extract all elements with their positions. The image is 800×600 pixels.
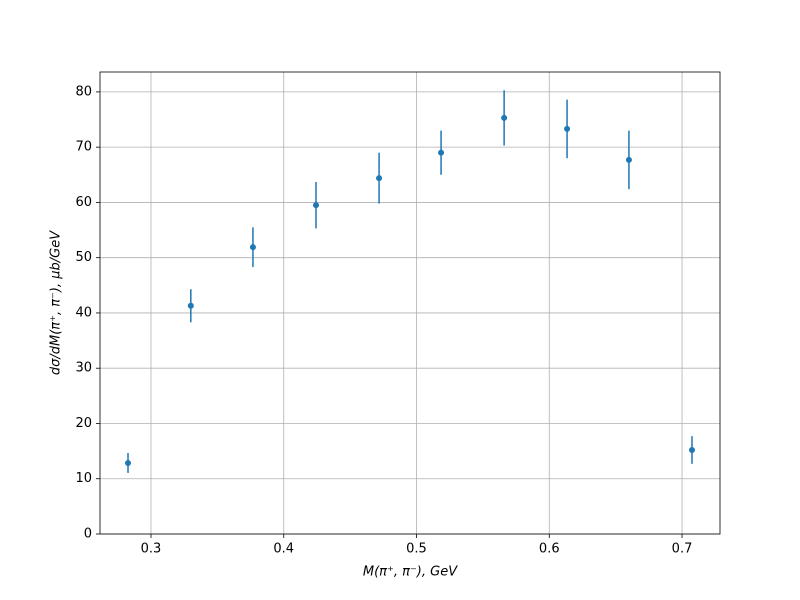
y-tick-label: 20 <box>75 416 92 431</box>
y-tick-label: 0 <box>84 527 92 542</box>
y-tick-label: 40 <box>75 305 92 320</box>
plot-frame <box>99 71 721 535</box>
data-point <box>313 202 320 209</box>
data-point <box>125 459 132 466</box>
x-tick-label: 0.4 <box>273 542 294 557</box>
data-point <box>564 125 571 132</box>
data-point <box>625 156 632 163</box>
y-tick-label: 10 <box>75 471 92 486</box>
x-tick-label: 0.7 <box>672 542 693 557</box>
x-tick-label: 0.5 <box>406 542 427 557</box>
y-tick-label: 70 <box>75 140 92 155</box>
x-tick-label: 0.3 <box>141 542 162 557</box>
data-point <box>501 114 508 121</box>
y-tick-label: 60 <box>75 195 92 210</box>
data-point <box>688 447 695 453</box>
data-point <box>438 149 445 156</box>
y-tick-label: 80 <box>75 84 92 99</box>
y-axis-label: dσ/dM(π⁺, π⁻), μb/GeV <box>49 230 64 375</box>
data-point <box>187 302 194 309</box>
data-point <box>376 175 383 182</box>
y-tick-label: 30 <box>75 361 92 376</box>
x-axis-label: M(π⁺, π⁻), GeV <box>363 565 458 580</box>
y-tick-label: 50 <box>75 250 92 265</box>
x-tick-label: 0.6 <box>539 542 560 557</box>
data-point <box>249 244 256 251</box>
